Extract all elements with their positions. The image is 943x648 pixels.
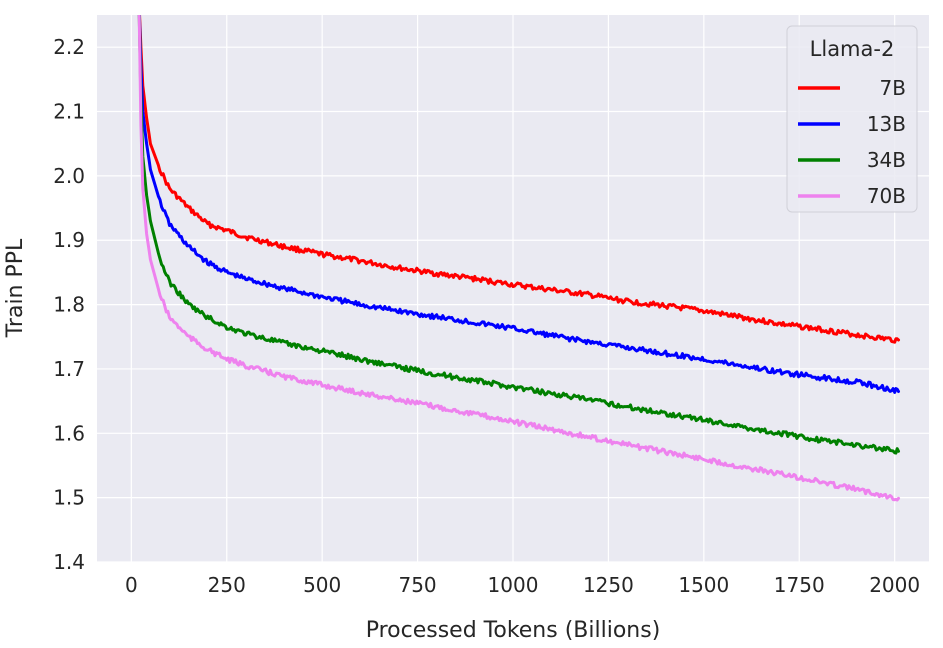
y-axis-label: Train PPL (3, 238, 28, 338)
x-tick-label: 0 (125, 573, 138, 597)
legend-label: 13B (867, 112, 906, 136)
x-tick-label: 250 (208, 573, 246, 597)
y-tick-label: 1.9 (53, 228, 85, 252)
x-axis-label: Processed Tokens (Billions) (366, 618, 661, 643)
series-line-7b (138, 15, 900, 344)
tick-labels: 0 250 500 750 1000 1250 1500 1750 2000 1.4 1.5 1.6 1… (53, 35, 920, 597)
legend-label: 34B (867, 148, 906, 172)
x-tick-label: 1500 (678, 573, 729, 597)
series-lines (137, 15, 900, 502)
legend-box (786, 25, 918, 213)
y-tick-label: 1.5 (53, 486, 85, 510)
y-tick-label: 1.8 (53, 293, 85, 317)
legend-title: Llama-2 (810, 37, 895, 61)
x-tick-label: 2000 (869, 573, 920, 597)
x-tick-label: 750 (398, 573, 436, 597)
series-line-34b (137, 15, 900, 455)
y-tick-label: 2.1 (53, 100, 85, 124)
y-tick-label: 2.0 (53, 164, 85, 188)
x-tick-label: 500 (303, 573, 341, 597)
y-tick-label: 1.4 (53, 550, 85, 574)
legend-label: 70B (867, 184, 906, 208)
x-tick-label: 1250 (583, 573, 634, 597)
y-tick-label: 1.7 (53, 357, 85, 381)
series-line-13b (137, 15, 900, 394)
y-tick-label: 1.6 (53, 421, 85, 445)
x-tick-label: 1000 (488, 573, 539, 597)
y-tick-label: 2.2 (53, 35, 85, 59)
x-tick-label: 1750 (774, 573, 825, 597)
series-line-70b (137, 15, 900, 502)
legend-items: 7B 13B 34B 70B (798, 76, 906, 208)
legend-label: 7B (880, 76, 906, 100)
legend: Llama-2 7B 13B 34B 70B (786, 25, 918, 213)
